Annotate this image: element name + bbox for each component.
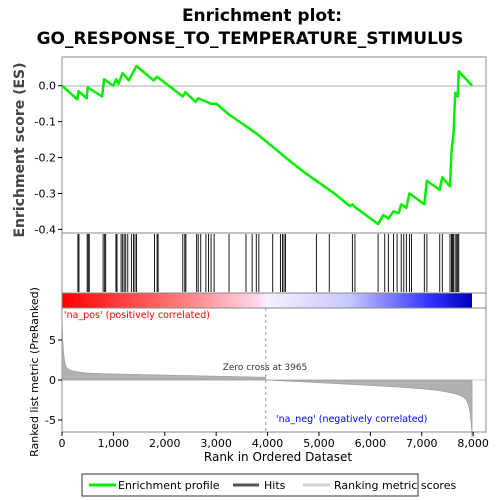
legend-label-ranking-metric: Ranking metric scores bbox=[334, 479, 456, 492]
xtick-label-4: 4,000 bbox=[252, 437, 284, 450]
metric-ytick-label-1: 0 bbox=[49, 374, 56, 387]
chart-title-line2: GO_RESPONSE_TO_TEMPERATURE_STIMULUS bbox=[37, 29, 464, 49]
metric-y-axis-label: Ranked list metric (PreRanked) bbox=[28, 287, 41, 457]
metric-ytick-label-0: 5 bbox=[49, 334, 56, 347]
legend-item-hits: Hits bbox=[233, 479, 286, 492]
na-pos-label: 'na_pos' (positively correlated) bbox=[64, 310, 210, 321]
es-ytick-label-4: -0.4 bbox=[35, 223, 56, 236]
metric-panel bbox=[61, 307, 487, 433]
xtick-label-5: 5,000 bbox=[303, 437, 335, 450]
xtick-label-1: 1,000 bbox=[98, 437, 130, 450]
legend-item-enrichment-profile: Enrichment profile bbox=[89, 479, 220, 492]
es-y-axis: 0.0 -0.1 -0.2 -0.3 -0.4 bbox=[35, 80, 62, 236]
chart-title-line1: Enrichment plot: bbox=[182, 6, 342, 26]
es-ytick-label-2: -0.2 bbox=[35, 152, 56, 165]
legend-item-ranking-metric: Ranking metric scores bbox=[303, 479, 456, 492]
na-neg-label: 'na_neg' (negatively correlated) bbox=[276, 414, 427, 425]
metric-y-axis: 5 0 -5 bbox=[45, 334, 62, 427]
es-ytick-label-3: -0.3 bbox=[35, 187, 56, 200]
x-axis-label: Rank in Ordered Dataset bbox=[204, 450, 352, 464]
xtick-label-6: 6,000 bbox=[355, 437, 387, 450]
es-y-axis-label: Enrichment score (ES) bbox=[12, 62, 28, 237]
enrichment-profile-line bbox=[61, 64, 474, 226]
xtick-label-7: 7,000 bbox=[406, 437, 438, 450]
xtick-label-2: 2,000 bbox=[149, 437, 181, 450]
ranking-color-bar bbox=[62, 293, 472, 308]
xtick-label-0: 0 bbox=[59, 437, 66, 450]
es-ytick-label-0: 0.0 bbox=[39, 80, 57, 93]
hits-layer bbox=[77, 234, 460, 292]
xtick-label-3: 3,000 bbox=[200, 437, 232, 450]
es-ytick-label-1: -0.1 bbox=[35, 116, 56, 129]
metric-ytick-label-2: -5 bbox=[45, 414, 56, 427]
zero-cross-label: Zero cross at 3965 bbox=[223, 363, 308, 373]
x-axis: 0 1,000 2,000 3,000 4,000 5,000 6,000 7,000 8,00… bbox=[59, 432, 489, 450]
legend-label-enrichment-profile: Enrichment profile bbox=[118, 479, 220, 492]
legend-label-hits: Hits bbox=[264, 479, 286, 492]
xtick-label-8: 8,000 bbox=[457, 437, 489, 450]
es-panel bbox=[61, 56, 487, 234]
